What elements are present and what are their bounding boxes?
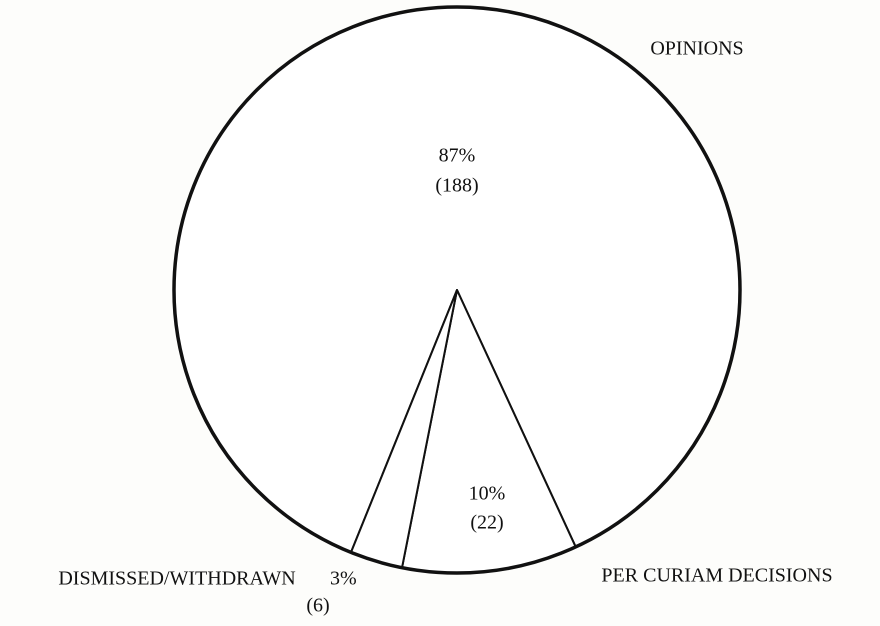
count-label: (22) xyxy=(470,512,503,534)
count-label: (188) xyxy=(435,175,478,197)
pie-outline xyxy=(172,5,742,575)
value-label: 10% xyxy=(469,483,506,505)
category-label: DISMISSED/WITHDRAWN xyxy=(58,568,295,590)
value-label: 3% xyxy=(330,568,357,590)
category-label: PER CURIAM DECISIONS xyxy=(601,565,832,587)
count-label: (6) xyxy=(306,595,329,617)
category-label: OPINIONS xyxy=(650,38,743,60)
value-label: 87% xyxy=(439,145,476,167)
